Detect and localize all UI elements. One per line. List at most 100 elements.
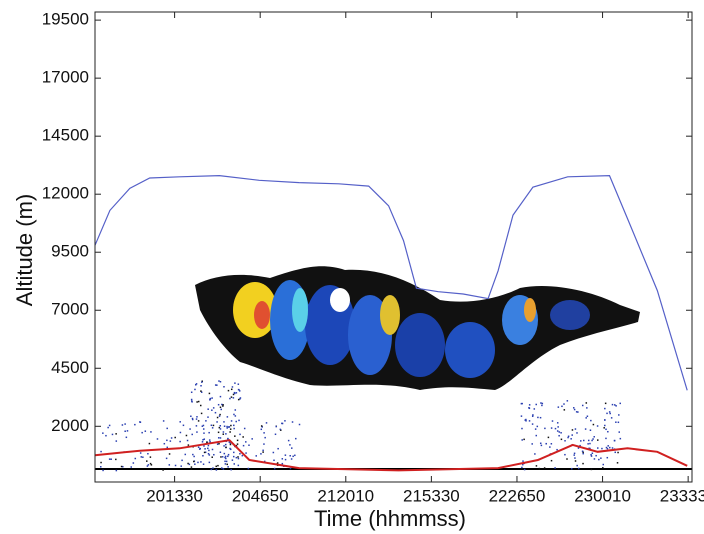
noise-dot xyxy=(292,455,294,458)
noise-dot xyxy=(197,461,199,464)
noise-dot xyxy=(195,418,198,420)
noise-dot xyxy=(605,437,607,440)
noise-dot xyxy=(115,458,117,461)
noise-dot xyxy=(571,434,573,436)
noise-dot xyxy=(556,448,558,451)
noise-dot xyxy=(550,459,553,462)
noise-dot xyxy=(243,427,246,430)
noise-dot xyxy=(224,443,227,446)
noise-dot xyxy=(217,464,219,467)
noise-dot xyxy=(141,431,143,434)
noise-dot xyxy=(604,419,606,421)
noise-dot xyxy=(102,432,104,434)
noise-dot xyxy=(220,408,222,411)
noise-dot xyxy=(230,396,233,398)
noise-dot xyxy=(216,443,219,446)
noise-dot xyxy=(291,447,293,449)
noise-dot xyxy=(124,423,126,425)
noise-dot xyxy=(528,404,531,406)
noise-dot xyxy=(192,453,194,456)
noise-dot xyxy=(294,454,296,457)
noise-dot xyxy=(587,439,590,442)
noise-dot xyxy=(544,427,546,430)
noise-dot xyxy=(617,421,620,424)
noise-dot xyxy=(265,422,268,424)
noise-dot xyxy=(591,439,593,442)
noise-dot xyxy=(190,398,193,401)
noise-dot xyxy=(577,467,580,470)
noise-dot xyxy=(564,440,566,442)
noise-dot xyxy=(593,458,596,460)
noise-dot xyxy=(209,397,212,400)
noise-dot xyxy=(238,389,240,391)
noise-dot xyxy=(219,380,222,383)
noise-dot xyxy=(149,456,152,458)
noise-dot xyxy=(111,433,114,436)
noise-dot xyxy=(561,405,563,408)
noise-dot xyxy=(166,446,169,449)
noise-dot xyxy=(208,392,211,395)
noise-dot xyxy=(163,442,166,445)
noise-dot xyxy=(583,439,585,442)
noise-dot xyxy=(211,409,213,411)
noise-dot xyxy=(200,390,202,392)
noise-dot xyxy=(196,416,198,418)
noise-dot xyxy=(197,446,200,449)
noise-dot xyxy=(281,462,284,465)
noise-dot xyxy=(212,407,215,409)
x-tick-label: 212010 xyxy=(317,486,374,505)
noise-dot xyxy=(574,460,577,462)
noise-dot xyxy=(194,388,196,391)
y-tick-label: 14500 xyxy=(42,126,89,145)
lidar-curtain xyxy=(95,266,692,470)
noise-dot xyxy=(197,400,200,403)
noise-dot xyxy=(528,420,531,422)
noise-dot xyxy=(232,455,235,458)
noise-dot xyxy=(110,458,112,460)
noise-dot xyxy=(226,463,228,466)
noise-dot xyxy=(180,465,182,467)
noise-dot xyxy=(605,428,607,431)
noise-dot xyxy=(233,424,235,427)
noise-dot xyxy=(611,447,614,449)
noise-dot xyxy=(207,444,210,447)
noise-dot xyxy=(237,464,240,467)
noise-dot xyxy=(235,456,238,459)
noise-dot xyxy=(558,434,560,437)
noise-dot xyxy=(224,460,226,463)
noise-dot xyxy=(227,389,230,392)
noise-dot xyxy=(241,454,244,457)
y-tick-label: 9500 xyxy=(51,242,89,261)
noise-dot xyxy=(237,383,240,385)
noise-dot xyxy=(227,453,230,456)
noise-dot xyxy=(587,443,589,445)
noise-dot xyxy=(187,444,190,446)
noise-dot xyxy=(238,390,241,392)
noise-dot xyxy=(567,435,570,438)
noise-dot xyxy=(219,437,222,439)
noise-dot xyxy=(589,442,591,445)
plot-area: 2000 4500 7000 9500 12000 14500 17000 19500 2013… xyxy=(42,10,704,506)
noise-dot xyxy=(139,421,141,423)
noise-dot xyxy=(613,439,616,442)
curtain-patch xyxy=(524,298,536,322)
noise-dot xyxy=(208,431,210,434)
noise-dot xyxy=(187,462,189,465)
noise-dot xyxy=(215,469,218,471)
noise-dot xyxy=(217,431,220,434)
noise-dot xyxy=(174,464,177,467)
y-tick-label: 4500 xyxy=(51,358,89,377)
noise-dot xyxy=(556,430,559,432)
noise-dot xyxy=(541,402,544,405)
noise-dot xyxy=(235,420,237,423)
noise-dot xyxy=(233,392,236,395)
noise-dot xyxy=(234,382,236,384)
noise-dot xyxy=(273,459,275,462)
noise-dot xyxy=(221,467,223,469)
noise-dot xyxy=(236,439,239,442)
noise-dot xyxy=(223,452,226,455)
noise-dot xyxy=(156,438,159,440)
noise-dot xyxy=(233,427,235,430)
noise-dot xyxy=(202,455,204,457)
